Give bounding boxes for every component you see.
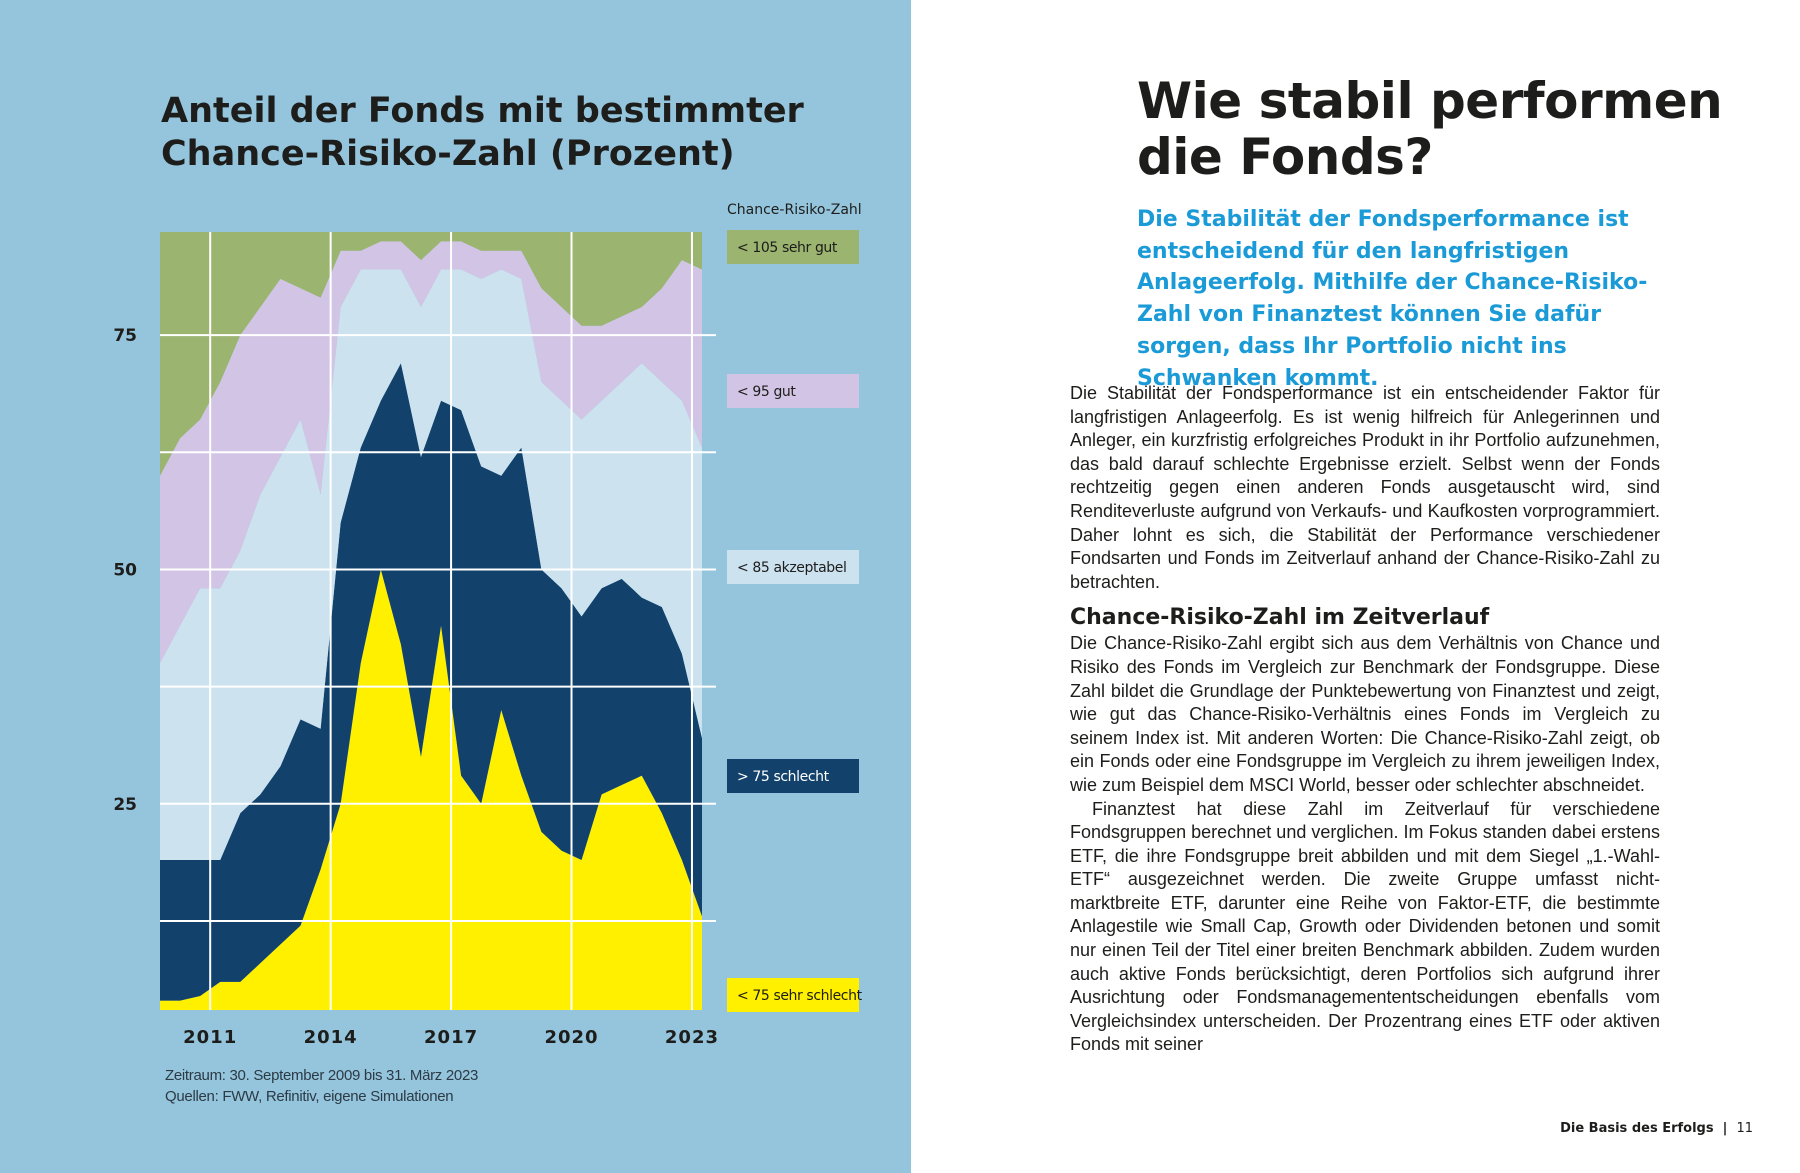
legend-swatch bbox=[727, 550, 859, 584]
legend-label: < 105 sehr gut bbox=[737, 240, 838, 256]
area bbox=[160, 569, 702, 1010]
heading: Wie stabil performen bbox=[1137, 72, 1723, 130]
area bbox=[160, 241, 702, 664]
chart-title: Chance-Risiko-Zahl (Prozent) bbox=[161, 134, 735, 174]
chart-note: Quellen: FWW, Refinitiv, eigene Simulati… bbox=[165, 1088, 454, 1105]
area bbox=[160, 232, 702, 476]
legend-swatch bbox=[727, 374, 859, 408]
x-tick-label: 2011 bbox=[183, 1027, 237, 1048]
chart-note: Zeitraum: 30. September 2009 bis 31. Mär… bbox=[165, 1067, 479, 1084]
article-body: Die Stabilität der Fondsperformance ist … bbox=[1070, 382, 1660, 1057]
x-tick-label: 2014 bbox=[304, 1027, 358, 1048]
chart-panel: 25 50 75 2011 2014 2017 2020 2023 Chance-Risiko-… bbox=[0, 0, 911, 1173]
legend-title: Chance-Risiko-Zahl bbox=[727, 202, 862, 218]
plot-area bbox=[160, 232, 702, 1010]
x-tick-label: 2020 bbox=[544, 1027, 598, 1048]
paragraph: Die Stabilität der Fondsperformance ist … bbox=[1070, 383, 1660, 592]
legend-swatch bbox=[727, 759, 859, 793]
y-tick-label: 75 bbox=[113, 326, 137, 346]
heading: die Fonds? bbox=[1137, 128, 1433, 186]
area bbox=[160, 363, 702, 1001]
legend-swatch bbox=[727, 978, 859, 1012]
legend-label: < 85 akzeptabel bbox=[737, 560, 846, 576]
footer-section: Die Basis des Erfolgs bbox=[1560, 1121, 1714, 1136]
chart-title: Anteil der Fonds mit bestimmter bbox=[161, 91, 804, 131]
x-tick-label: 2017 bbox=[424, 1027, 478, 1048]
y-tick-label: 50 bbox=[113, 560, 137, 580]
legend-swatch bbox=[727, 230, 859, 264]
area bbox=[160, 269, 702, 861]
subheading: Chance-Risiko-Zahl im Zeitverlauf bbox=[1070, 605, 1490, 631]
page-number: 11 bbox=[1736, 1121, 1753, 1136]
legend-label: < 75 sehr schlecht bbox=[737, 988, 863, 1004]
x-tick-label: 2023 bbox=[665, 1027, 719, 1048]
paragraph: Finanztest hat diese Zahl im Zeitverlauf… bbox=[1070, 798, 1660, 1055]
paragraph: Die Chance-Risiko-Zahl ergibt sich aus d… bbox=[1070, 633, 1660, 795]
footer: Die Basis des Erfolgs | 11 bbox=[1560, 1121, 1753, 1136]
legend-label: < 95 gut bbox=[737, 384, 796, 400]
y-tick-label: 25 bbox=[113, 795, 137, 815]
lead: Die Stabilität der Fondsperformance ist … bbox=[1137, 207, 1648, 391]
chart: 25 50 75 2011 2014 2017 2020 2023 Chance-Risiko-… bbox=[113, 202, 863, 1048]
legend-label: > 75 schlecht bbox=[737, 769, 830, 785]
